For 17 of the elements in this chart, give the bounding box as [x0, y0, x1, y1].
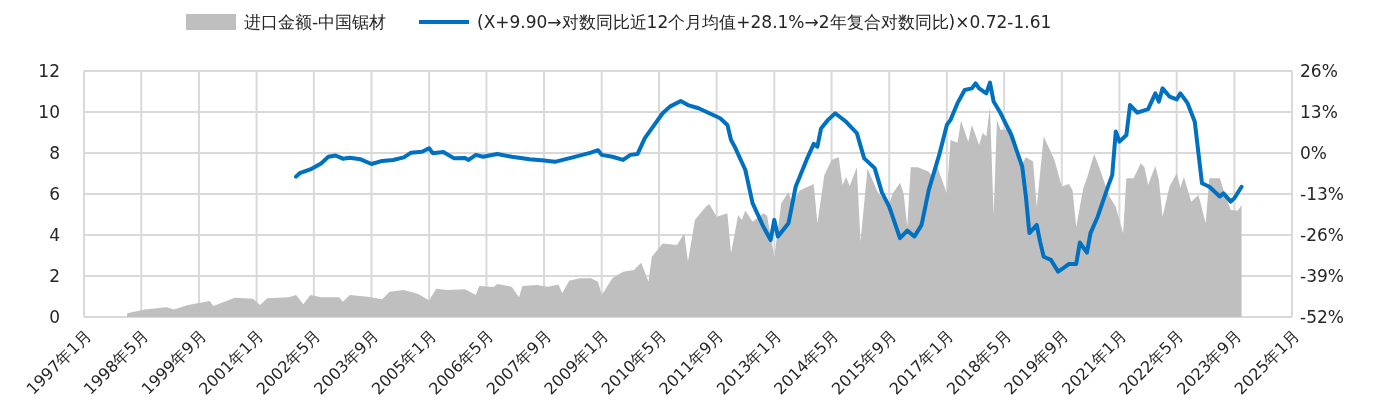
y2-tick-label: 13%: [1300, 101, 1338, 122]
y2-tick-label: 26%: [1300, 60, 1338, 81]
y-tick-label: 2: [49, 265, 60, 286]
y2-tick-label: -13%: [1300, 183, 1344, 204]
y-tick-label: 6: [49, 183, 60, 204]
y2-tick-label: 0%: [1300, 142, 1327, 163]
y-tick-label: 8: [49, 142, 60, 163]
y-tick-label: 10: [38, 101, 60, 122]
y2-tick-label: -26%: [1300, 224, 1344, 245]
y-tick-label: 12: [38, 60, 60, 81]
y2-tick-label: -39%: [1300, 265, 1344, 286]
y-tick-label: 0: [49, 306, 60, 327]
legend-label: 进口金额-中国锯材: [244, 11, 387, 32]
line-series: [294, 80, 1244, 274]
y2-tick-label: -52%: [1300, 306, 1344, 327]
y-tick-label: 4: [49, 224, 60, 245]
legend-label: (X+9.90→对数同比近12个月均值+28.1%→2年复合对数同比)×0.72-1.61: [477, 11, 1052, 32]
